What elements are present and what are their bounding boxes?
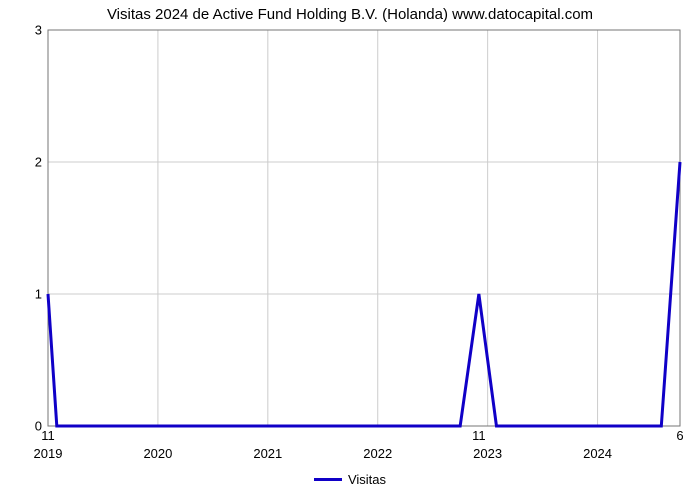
x-tick-label: 2024: [583, 446, 612, 461]
y-tick-label: 3: [12, 23, 42, 38]
y-tick-label: 0: [12, 419, 42, 434]
legend-swatch: [314, 478, 342, 481]
x-tick-label: 2019: [34, 446, 63, 461]
legend: Visitas: [0, 472, 700, 487]
data-point-label: 11: [41, 428, 55, 443]
data-point-label: 11: [472, 428, 486, 443]
chart-svg: [0, 0, 700, 500]
y-tick-label: 1: [12, 287, 42, 302]
grid-group: [48, 30, 680, 426]
chart-container: Visitas 2024 de Active Fund Holding B.V.…: [0, 0, 700, 500]
data-point-label: 6: [676, 428, 683, 443]
y-tick-label: 2: [12, 155, 42, 170]
legend-label: Visitas: [348, 472, 386, 487]
x-tick-label: 2021: [253, 446, 282, 461]
x-tick-label: 2022: [363, 446, 392, 461]
plot-border: [48, 30, 680, 426]
x-tick-label: 2020: [143, 446, 172, 461]
x-tick-label: 2023: [473, 446, 502, 461]
